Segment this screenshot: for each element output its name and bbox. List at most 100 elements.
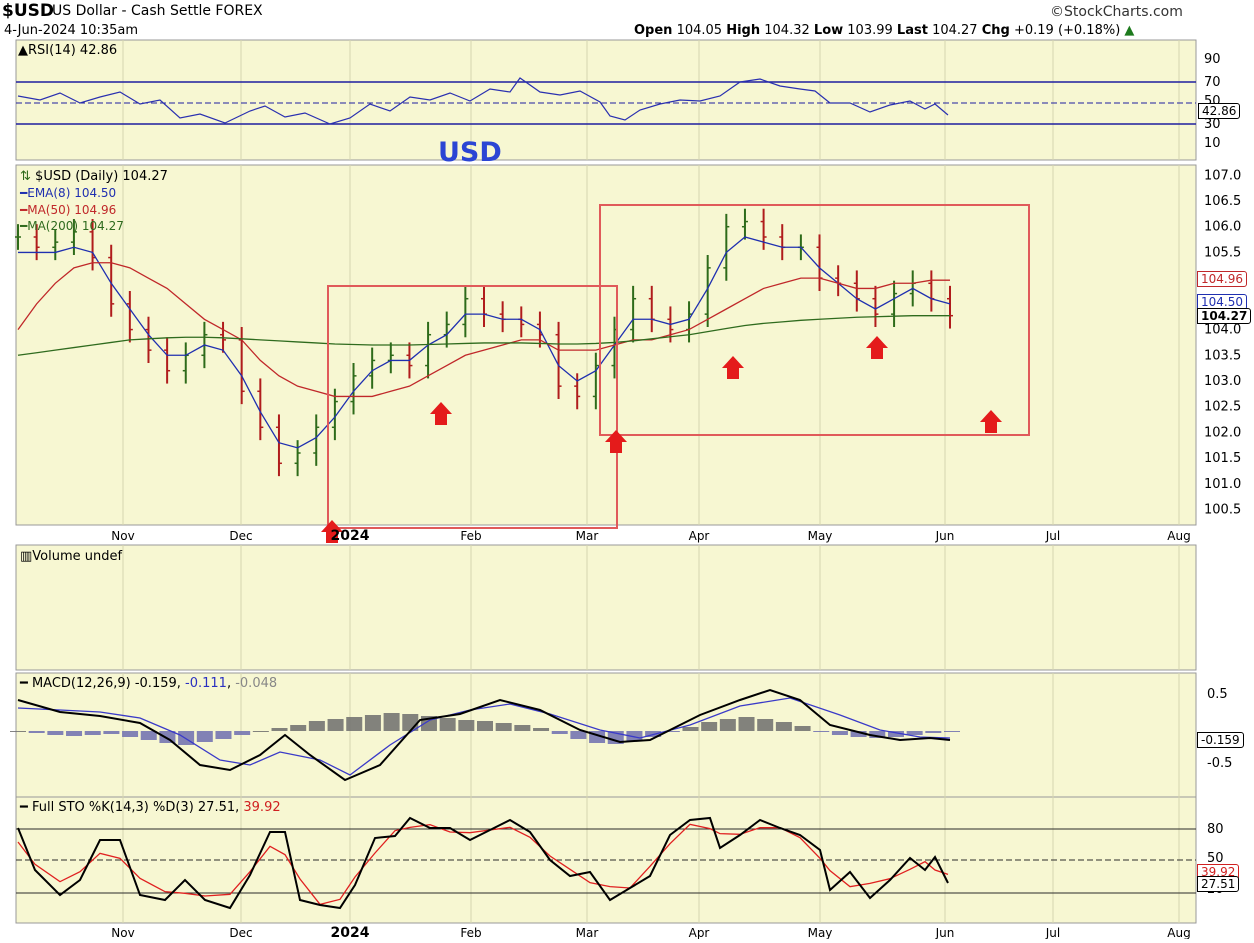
- rsi-tick: 90: [1204, 52, 1221, 67]
- low-label: Low: [813, 23, 844, 38]
- macd-hist-bar: [458, 720, 475, 731]
- ema-badge: 104.50: [1197, 294, 1247, 310]
- x-axis-label-bottom: Aug: [1167, 926, 1190, 939]
- price-tick: 101.0: [1204, 477, 1241, 492]
- ema8-line: [18, 236, 951, 449]
- volume-panel: [15, 544, 1197, 671]
- usd-annotation: USD: [438, 137, 502, 168]
- ema-legend: ━EMA(8) 104.50: [20, 186, 117, 200]
- macd-tick: 0.5: [1207, 687, 1228, 702]
- price-tick: 103.5: [1204, 348, 1241, 363]
- macd-hist-bar: [738, 717, 755, 731]
- up-arrow-icon: [321, 520, 343, 543]
- ma50-legend: ━MA(50) 104.96: [20, 203, 117, 217]
- ma200-legend-text: MA(200) 104.27: [27, 219, 124, 233]
- rsi-tick: 30: [1204, 117, 1221, 132]
- x-axis-label: Dec: [229, 529, 252, 543]
- x-axis-label-bottom: Jul: [1045, 926, 1060, 939]
- datetime: 4-Jun-2024 10:35am: [4, 23, 138, 38]
- x-axis-label: Apr: [689, 529, 710, 543]
- up-arrow-icon: [722, 356, 744, 379]
- price-tick: 106.5: [1204, 194, 1241, 209]
- macd-hist-bar: [794, 726, 811, 731]
- macd-hist-bar: [944, 731, 960, 732]
- price-tick: 101.5: [1204, 451, 1241, 466]
- annotation-box-left: [327, 285, 618, 529]
- instrument-name: US Dollar - Cash Settle FOREX: [52, 3, 263, 19]
- price-tick: 107.0: [1204, 168, 1241, 183]
- macd-hist-bar: [514, 725, 531, 731]
- high-value: 104.32: [764, 23, 810, 38]
- macd-hist-bar: [84, 731, 101, 735]
- price-title-text: $USD (Daily) 104.27: [35, 169, 168, 184]
- x-axis-label: Jun: [935, 529, 955, 543]
- ma200-line: [17, 315, 950, 356]
- last-value: 104.27: [932, 23, 978, 38]
- x-axis-label: May: [808, 529, 833, 543]
- price-title: ⇅ $USD (Daily) 104.27: [20, 169, 168, 184]
- x-axis-label: Feb: [460, 529, 481, 543]
- macd-signal-value: -0.111: [185, 676, 227, 691]
- macd-hist-bar: [906, 731, 923, 735]
- macd-hist-bar: [682, 727, 699, 731]
- macd-hist-bar: [477, 721, 493, 731]
- macd-hist-bar: [364, 715, 381, 731]
- macd-value: -0.159: [134, 676, 177, 691]
- price-tick: 104.0: [1204, 323, 1241, 338]
- brand-logo: ©StockCharts.com: [1050, 4, 1183, 20]
- annotation-box-right: [599, 204, 1030, 436]
- open-label: Open: [634, 23, 673, 38]
- high-label: High: [726, 23, 761, 38]
- macd-hist-bar: [122, 731, 139, 737]
- macd-hist-bar: [196, 731, 213, 742]
- price-tick: 103.0: [1204, 374, 1241, 389]
- last-badge: 104.27: [1197, 308, 1252, 324]
- x-axis-label-bottom: Feb: [460, 926, 481, 939]
- price-tick: 100.5: [1204, 503, 1241, 518]
- macd-hist-bar: [234, 731, 251, 735]
- volume-bars-icon: ▥: [20, 549, 33, 564]
- up-arrow-icon: [430, 402, 452, 425]
- macd-hist-bar: [831, 731, 848, 735]
- macd-hist-bar: [719, 719, 736, 731]
- ma50-badge: 104.96: [1197, 271, 1247, 287]
- x-axis-label-bottom: Apr: [689, 926, 710, 939]
- x-axis-label-bottom: Dec: [229, 926, 252, 939]
- x-axis-label: Jul: [1045, 529, 1060, 543]
- triangle-icon: ▲: [18, 43, 28, 58]
- macd-hist-bar: [252, 731, 269, 732]
- last-label: Last: [896, 23, 928, 38]
- macd-badge: -0.159: [1197, 732, 1244, 748]
- sto-d-line: [17, 823, 949, 906]
- sto-label: ━ Full STO %K(14,3) %D(3) 27.51, 39.92: [20, 800, 281, 815]
- volume-label: ▥Volume undef: [20, 549, 122, 564]
- sto-k-value: 27.51: [197, 800, 236, 815]
- macd-hist-bar: [551, 731, 568, 734]
- macd-hist-bar: [663, 731, 680, 732]
- rsi-tick: 10: [1204, 136, 1221, 151]
- macd-hist-bar: [159, 731, 176, 743]
- volume-label-text: Volume undef: [32, 549, 123, 564]
- macd-hist-bar: [533, 728, 550, 731]
- macd-hist-bar: [701, 722, 718, 731]
- macd-hist-bar: [271, 728, 288, 731]
- macd-hist-bar: [439, 718, 456, 731]
- macd-hist-bar: [757, 719, 774, 731]
- macd-hist-bar: [570, 731, 587, 739]
- rsi-panel: [15, 39, 1197, 161]
- macd-label-text: MACD(12,26,9): [31, 676, 131, 691]
- ma50-legend-text: MA(50) 104.96: [27, 203, 117, 217]
- rsi-tick: 70: [1204, 75, 1221, 90]
- x-axis-label-bottom: Nov: [111, 926, 134, 939]
- ma50-line: [17, 262, 950, 398]
- macd-hist-bar: [327, 719, 344, 731]
- up-arrow-icon: [605, 430, 627, 453]
- up-arrow-icon: [866, 336, 888, 359]
- rsi-badge: 42.86: [1198, 103, 1241, 119]
- macd-hist-bar: [308, 721, 325, 731]
- macd-hist-bar: [925, 731, 942, 733]
- macd-tick: -0.5: [1207, 756, 1232, 771]
- sto-k-line: [17, 816, 949, 910]
